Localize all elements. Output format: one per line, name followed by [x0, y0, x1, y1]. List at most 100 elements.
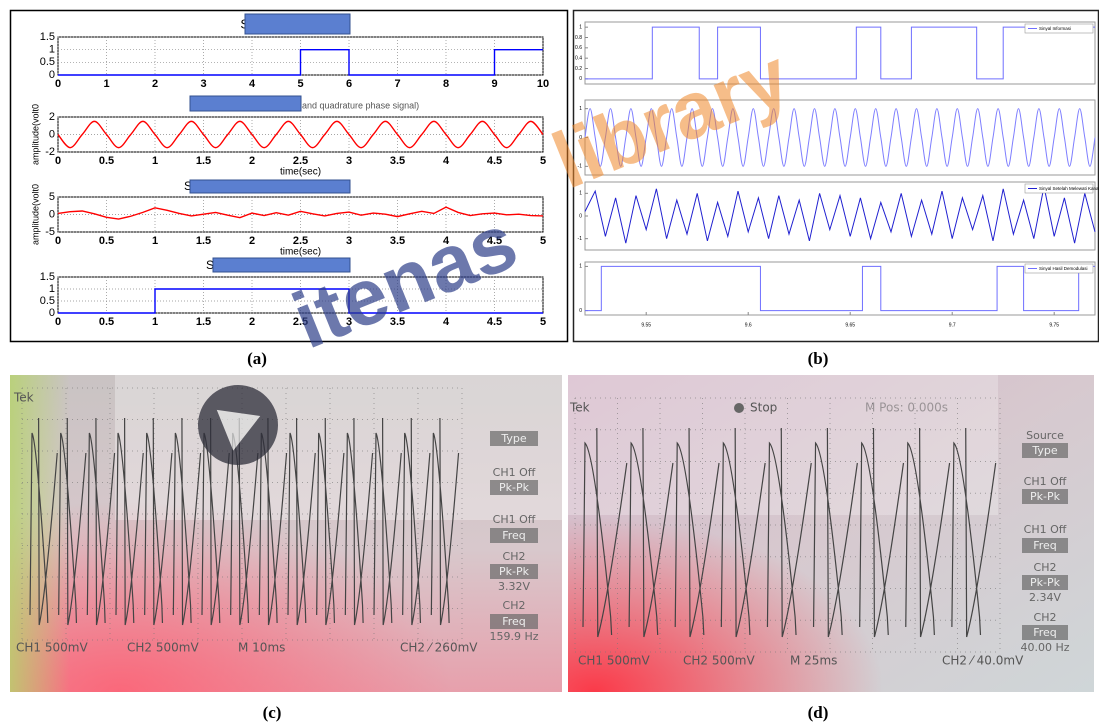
- y-tick-label: -2: [45, 146, 55, 158]
- scope-menu: Source Type CH1 Off Pk-Pk CH1 Off Freq C…: [1020, 429, 1069, 654]
- x-tick-label: 2: [249, 155, 255, 167]
- photo-glare: [568, 375, 1094, 692]
- brand: Tek: [569, 401, 590, 415]
- data-line: [57, 120, 544, 149]
- chart-title: S: [184, 179, 192, 193]
- data-line: [585, 265, 1095, 312]
- scope-trace: [582, 427, 997, 638]
- y-tick-label: -1: [578, 164, 583, 170]
- y-tick-label: 1: [49, 44, 55, 56]
- position: M Pos: 0.000s: [865, 401, 948, 415]
- x-tick-label: 2: [152, 78, 158, 90]
- status: CH2 500mV: [127, 641, 199, 655]
- plot-area: [57, 196, 544, 233]
- y-tick-label: 0: [579, 76, 582, 82]
- x-tick-label: 10: [537, 78, 549, 90]
- x-tick-label: 5: [297, 78, 303, 90]
- y-tick-label: 0: [49, 307, 55, 319]
- redaction: [189, 95, 302, 112]
- menu-item: Type: [500, 432, 526, 445]
- menu-highlight: [490, 564, 538, 579]
- x-tick-label: 4: [443, 316, 450, 328]
- y-tick-label: 2: [49, 111, 55, 123]
- menu-highlight: [490, 480, 538, 495]
- x-tick-label: 4: [443, 155, 450, 167]
- x-axis-label: time(sec): [280, 247, 321, 258]
- menu-item: CH1 Off: [493, 466, 536, 479]
- y-axis-label: amplitude(volt0: [30, 104, 40, 165]
- y-tick-label: 1: [579, 191, 582, 197]
- overlay: [568, 375, 998, 515]
- menu-item: CH1 Off: [493, 513, 536, 526]
- plot-area: [584, 181, 1096, 251]
- y-tick-label: 0.6: [575, 45, 582, 51]
- x-tick-label: 4.5: [487, 316, 502, 328]
- plot-area: [584, 261, 1096, 316]
- menu-item: CH2: [1034, 611, 1057, 624]
- y-tick-label: 1: [49, 283, 55, 295]
- x-tick-label: 3: [346, 235, 352, 247]
- x-tick-label: 9.55: [641, 322, 651, 328]
- x-tick-label: 0: [55, 235, 61, 247]
- overlay: [115, 375, 562, 520]
- menu-item: Freq: [502, 529, 526, 542]
- menu-highlight: [490, 614, 538, 629]
- x-tick-label: 3: [200, 78, 206, 90]
- x-tick-label: 0.5: [99, 235, 114, 247]
- x-tick-label: 1: [152, 155, 158, 167]
- menu-item: Pk-Pk: [1030, 576, 1061, 589]
- menu-highlight: [1022, 443, 1068, 458]
- data-line: [584, 186, 1096, 244]
- x-tick-label: 9: [491, 78, 497, 90]
- x-tick-label: 4.5: [487, 235, 502, 247]
- x-tick-label: 3: [346, 155, 352, 167]
- legend-entry: Sinyal Informasi: [1039, 26, 1071, 31]
- menu-item: 159.9 Hz: [489, 630, 538, 643]
- y-tick-label: 0.4: [575, 55, 582, 61]
- legend-box: [1024, 263, 1094, 274]
- scope-trace: [29, 417, 460, 626]
- menu-highlight: [490, 431, 538, 446]
- menu-highlight: [1022, 575, 1068, 590]
- status: CH1 500mV: [578, 654, 650, 668]
- data-line: [57, 206, 544, 220]
- menu-item: Pk-Pk: [499, 565, 530, 578]
- y-tick-label: 0.8: [575, 35, 582, 41]
- menu-item: CH1 Off: [1024, 523, 1067, 536]
- menu-item: Freq: [502, 615, 526, 628]
- legend-entry: Sinyal Setelah Melewati Kanal: [1039, 186, 1099, 191]
- status: CH2 ⁄ 40.0mV: [942, 654, 1024, 668]
- status: CH1 500mV: [16, 641, 88, 655]
- chart-title: and quadrature phase signal): [302, 100, 419, 110]
- run-indicator: [734, 403, 744, 413]
- x-tick-label: 0: [55, 155, 61, 167]
- redaction: [212, 257, 351, 273]
- photo-c: Tek Type CH1 Off Pk-Pk CH1 Off Freq CH2 …: [10, 375, 562, 692]
- x-tick-label: 0: [55, 78, 61, 90]
- x-tick-label: 9.75: [1049, 322, 1059, 328]
- x-tick-label: 4: [443, 235, 450, 247]
- x-tick-label: 3.5: [390, 155, 405, 167]
- menu-item: CH2: [1034, 561, 1057, 574]
- x-tick-label: 2.5: [293, 155, 308, 167]
- menu-item: 40.00 Hz: [1020, 641, 1069, 654]
- x-axis-label: time(sec): [280, 167, 321, 178]
- x-tick-label: 9.7: [949, 322, 956, 328]
- x-tick-label: 1: [152, 235, 158, 247]
- menu-item: Freq: [1033, 626, 1057, 639]
- menu-item: 3.32V: [498, 580, 530, 593]
- y-tick-label: 0: [49, 208, 55, 220]
- x-tick-label: 0: [55, 316, 61, 328]
- chart-title: S: [206, 258, 214, 272]
- y-tick-label: -5: [45, 226, 55, 238]
- scope-menu: Type CH1 Off Pk-Pk CH1 Off Freq CH2 Pk-P…: [489, 431, 539, 643]
- x-tick-label: 5: [540, 316, 546, 328]
- status: CH2 500mV: [683, 654, 755, 668]
- x-tick-label: 4.5: [487, 155, 502, 167]
- watermark-logo: [198, 385, 278, 465]
- y-axis-label: amplitude(volt0: [30, 184, 40, 245]
- charts: 00.511.5012345678910S-20200.511.522.533.…: [30, 16, 1099, 328]
- photo-d: Tek Stop M Pos: 0.000s Source Type CH1 O…: [568, 375, 1094, 692]
- legend-box: [1024, 183, 1094, 194]
